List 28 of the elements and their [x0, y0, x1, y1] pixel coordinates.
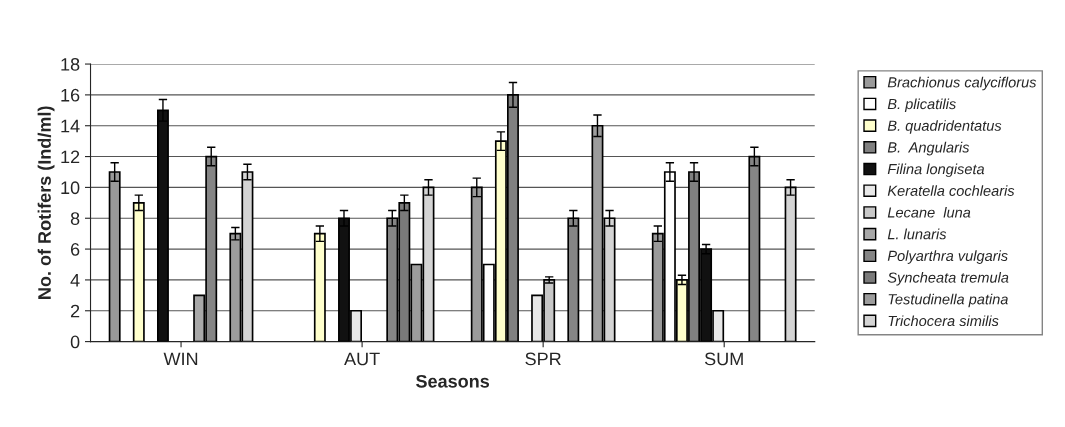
legend-label: B. Angularis [887, 141, 970, 156]
y-tick-label: 4 [70, 274, 80, 287]
y-tick-label: 12 [61, 150, 80, 164]
legend-label: B. plicatilis [887, 98, 956, 113]
legend-label: Syncheata tremula [887, 271, 1009, 286]
y-tick-label: 10 [61, 181, 80, 195]
legend-label: Filina longiseta [887, 163, 985, 178]
y-tick-label: 2 [70, 304, 80, 318]
y-tick-label: 0 [70, 335, 80, 349]
y-tick-label: 6 [70, 243, 80, 256]
x-tick-label: WIN [163, 352, 198, 366]
y-tick-label: 16 [61, 88, 80, 102]
legend-label: Brachionus calyciflorus [887, 76, 1037, 91]
legend-label: Trichocera similis [888, 315, 999, 327]
legend-label: Polyarthra vulgaris [887, 250, 1008, 264]
legend-label: Lecane luna [887, 206, 971, 218]
x-axis-title: Seasons [416, 374, 490, 388]
x-tick-label: SUM [704, 352, 743, 366]
y-tick-label: 14 [61, 119, 80, 133]
x-tick-label: AUT [344, 352, 380, 366]
legend-label: Testudinella patina [888, 293, 1008, 308]
legend-label: B. quadridentatus [887, 120, 1002, 134]
y-tick-label: 18 [61, 57, 80, 71]
legend-label: L. lunaris [887, 228, 947, 240]
x-tick-label: SPR [525, 352, 561, 366]
legend-label: Keratella cochlearis [887, 185, 1015, 196]
y-axis-title: No. of Rotifers (Ind/ml) [37, 106, 55, 299]
y-tick-label: 8 [70, 212, 80, 225]
